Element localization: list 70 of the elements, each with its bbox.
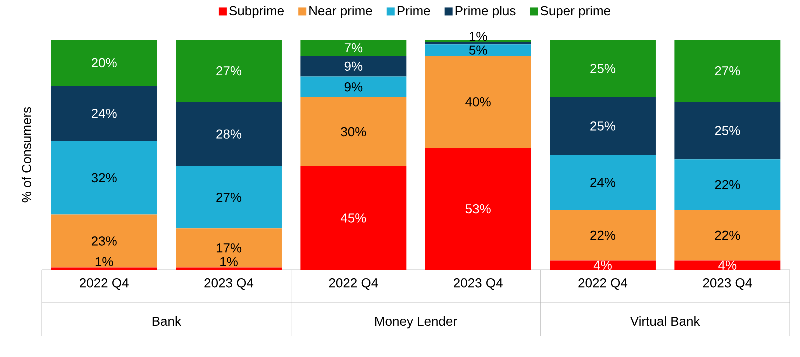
- bar: [176, 166, 282, 229]
- data-label: 7%: [344, 44, 363, 53]
- x-tick-label: 2022 Q4: [329, 278, 378, 290]
- bar: [300, 40, 407, 56]
- bar: [51, 141, 158, 215]
- bar: [550, 155, 656, 210]
- data-label: 4%: [718, 260, 737, 270]
- legend-label: Prime plus: [456, 6, 516, 18]
- data-label: 23%: [92, 236, 117, 246]
- bar: [176, 40, 282, 102]
- bar: [300, 76, 407, 98]
- data-label: 9%: [344, 62, 363, 72]
- x-tick-label: 2023 Q4: [204, 278, 254, 290]
- bar: [176, 228, 282, 268]
- bar: [550, 210, 656, 261]
- bar: [550, 40, 656, 98]
- data-label: 45%: [340, 214, 366, 223]
- data-label: 17%: [216, 244, 242, 253]
- data-label: 1%: [220, 257, 238, 266]
- data-label: 20%: [92, 58, 117, 68]
- x-tick-label: 2022 Q4: [80, 278, 129, 290]
- data-label: 1%: [470, 32, 488, 42]
- y-axis-title: % of Consumers: [22, 107, 32, 203]
- bar: [674, 40, 781, 102]
- bar: [674, 160, 781, 210]
- data-label: 22%: [590, 230, 616, 240]
- bar: [300, 166, 407, 270]
- bar: [425, 148, 532, 270]
- bar: [550, 98, 656, 155]
- data-label: 32%: [92, 173, 117, 183]
- bar: [51, 40, 158, 86]
- data-label: 30%: [341, 127, 366, 137]
- data-label: 27%: [715, 66, 740, 76]
- legend-label: Subprime: [230, 6, 284, 18]
- x-tick-label: 2022 Q4: [578, 278, 628, 290]
- bar: [51, 86, 158, 142]
- data-label: 22%: [715, 180, 740, 190]
- legend-label: Near prime: [310, 6, 372, 18]
- data-label: 53%: [466, 204, 491, 214]
- bar: [300, 98, 407, 167]
- bar: [425, 56, 532, 148]
- legend-label: Prime: [398, 6, 430, 16]
- data-label: 9%: [344, 82, 363, 92]
- data-label: 28%: [216, 130, 242, 139]
- bar: [425, 44, 532, 56]
- bar: [300, 56, 407, 77]
- data-label: 22%: [715, 230, 740, 240]
- data-label: 25%: [590, 122, 616, 131]
- bar: [51, 214, 158, 268]
- bar: [550, 260, 656, 270]
- text: Virtual Bank: [630, 316, 700, 326]
- data-label: 40%: [466, 97, 491, 107]
- bar: [176, 102, 282, 167]
- x-tick-label: 2023 Q4: [703, 278, 752, 290]
- data-label: 27%: [216, 66, 242, 76]
- legend-label: Super prime: [540, 6, 610, 18]
- data-label: 24%: [590, 178, 616, 188]
- data-label: 25%: [590, 64, 616, 74]
- data-label: 27%: [216, 192, 242, 202]
- text: Bank: [152, 316, 182, 326]
- text: Money Lender: [376, 316, 458, 329]
- data-label: 5%: [469, 46, 488, 55]
- data-label: 24%: [92, 109, 117, 118]
- data-label: 4%: [594, 260, 612, 270]
- x-tick-label: 2023 Q4: [454, 278, 503, 290]
- data-label: 25%: [715, 126, 740, 136]
- data-label: 1%: [96, 257, 114, 266]
- bar: [674, 102, 781, 160]
- bar: [674, 260, 781, 270]
- bar: [674, 210, 781, 261]
